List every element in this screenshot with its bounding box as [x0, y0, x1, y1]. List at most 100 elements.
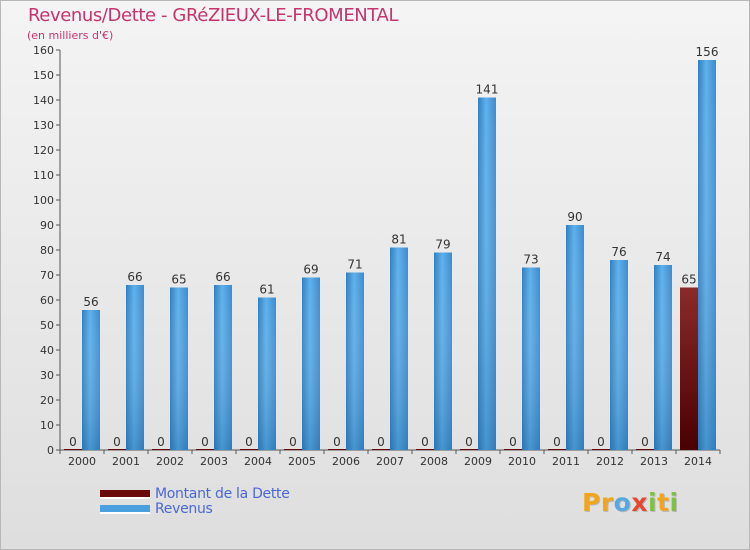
data-label-dette: 0: [553, 435, 561, 449]
bar-dette: [592, 449, 610, 450]
bar-dette: [284, 449, 302, 450]
legend-label-revenus: Revenus: [155, 501, 213, 517]
bar-dette: [548, 449, 566, 450]
logo-letter: x: [631, 488, 648, 517]
x-tick-label: 2001: [112, 455, 140, 468]
x-tick-label: 2014: [684, 455, 712, 468]
bar-dette: [504, 449, 522, 450]
y-tick-label: 130: [33, 119, 54, 132]
bar-revenus-shade: [434, 252, 452, 450]
logo-letter: o: [613, 488, 632, 517]
bar-revenus-shade: [82, 310, 100, 450]
data-label-dette: 0: [113, 435, 121, 449]
bar-revenus-shade: [390, 247, 408, 450]
x-tick-label: 2013: [640, 455, 668, 468]
x-tick-label: 2008: [420, 455, 448, 468]
data-label-dette: 0: [465, 435, 473, 449]
data-label-revenus: 66: [127, 270, 142, 284]
bar-revenus-shade: [478, 97, 496, 450]
y-tick-label: 30: [40, 369, 54, 382]
bar-dette: [328, 449, 346, 450]
data-label-revenus: 71: [347, 258, 362, 272]
bar-dette: [636, 449, 654, 450]
y-tick-label: 150: [33, 69, 54, 82]
y-tick-label: 100: [33, 194, 54, 207]
y-tick-label: 40: [40, 344, 54, 357]
data-label-dette: 0: [377, 435, 385, 449]
x-tick-label: 2005: [288, 455, 316, 468]
bar-dette: [196, 449, 214, 450]
bar-dette: [372, 449, 390, 450]
data-label-revenus: 61: [259, 283, 274, 297]
data-label-revenus: 81: [391, 233, 406, 247]
logo-letter: r: [600, 488, 614, 517]
x-tick-label: 2000: [68, 455, 96, 468]
bar-revenus-shade: [302, 277, 320, 450]
chart-subtitle: (en milliers d'€): [27, 29, 114, 42]
bar-dette: [64, 449, 82, 450]
bar-dette: [108, 449, 126, 450]
legend-label-dette: Montant de la Dette: [155, 486, 290, 502]
y-tick-label: 140: [33, 94, 54, 107]
logo-letter: P: [582, 488, 601, 517]
logo-letter: t: [657, 488, 670, 517]
data-label-dette: 0: [201, 435, 209, 449]
x-tick-label: 2011: [552, 455, 580, 468]
y-tick-label: 120: [33, 144, 54, 157]
y-tick-label: 110: [33, 169, 54, 182]
data-label-dette: 0: [69, 435, 77, 449]
legend-swatch-dette: [100, 490, 150, 499]
bar-revenus-shade: [170, 287, 188, 450]
data-label-dette: 0: [509, 435, 517, 449]
data-label-revenus: 79: [435, 238, 450, 252]
x-tick-label: 2010: [508, 455, 536, 468]
x-tick-label: 2002: [156, 455, 184, 468]
bar-revenus-shade: [346, 272, 364, 450]
bar-dette: [680, 287, 698, 450]
bar-dette: [152, 449, 170, 450]
logo-letter: i: [648, 488, 658, 517]
x-tick-label: 2006: [332, 455, 360, 468]
x-tick-label: 2004: [244, 455, 272, 468]
data-label-revenus: 76: [611, 245, 626, 259]
x-tick-label: 2012: [596, 455, 624, 468]
y-tick-label: 0: [47, 444, 54, 457]
y-tick-label: 70: [40, 269, 54, 282]
y-tick-label: 20: [40, 394, 54, 407]
data-label-dette: 0: [641, 435, 649, 449]
bar-dette: [460, 449, 478, 450]
bar-revenus-shade: [258, 297, 276, 450]
data-label-revenus: 69: [303, 263, 318, 277]
chart-title: Revenus/Dette - GRéZIEUX-LE-FROMENTAL: [28, 5, 399, 26]
data-label-dette: 0: [245, 435, 253, 449]
y-tick-label: 10: [40, 419, 54, 432]
data-label-revenus: 66: [215, 270, 230, 284]
data-label-revenus: 141: [476, 83, 499, 97]
y-tick-label: 50: [40, 319, 54, 332]
legend-swatch-revenus: [100, 505, 150, 514]
data-label-revenus: 156: [696, 45, 719, 59]
data-label-revenus: 56: [83, 295, 98, 309]
x-tick-label: 2003: [200, 455, 228, 468]
proxiti-logo: Proxiti: [582, 488, 679, 517]
data-label-dette: 65: [681, 273, 696, 287]
data-label-dette: 0: [597, 435, 605, 449]
data-label-revenus: 74: [655, 250, 670, 264]
bar-revenus-shade: [698, 60, 716, 450]
bar-dette: [416, 449, 434, 450]
bar-revenus-shade: [214, 285, 232, 450]
y-tick-label: 160: [33, 44, 54, 57]
data-label-dette: 0: [157, 435, 165, 449]
y-tick-label: 90: [40, 219, 54, 232]
bar-revenus-shade: [126, 285, 144, 450]
y-tick-label: 60: [40, 294, 54, 307]
bar-revenus-shade: [654, 265, 672, 450]
data-label-revenus: 65: [171, 273, 186, 287]
x-tick-label: 2007: [376, 455, 404, 468]
data-label-dette: 0: [421, 435, 429, 449]
bar-revenus-shade: [566, 225, 584, 450]
data-label-dette: 0: [289, 435, 297, 449]
y-tick-label: 80: [40, 244, 54, 257]
data-label-revenus: 73: [523, 253, 538, 267]
